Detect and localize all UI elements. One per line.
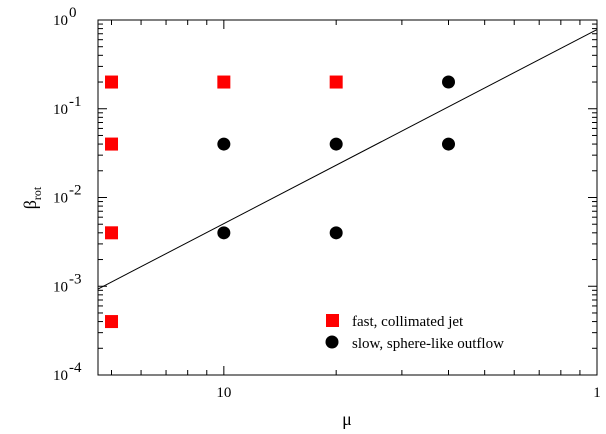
y-tick-label-exponent: -1 (69, 94, 82, 110)
y-axis-title: βrot (20, 186, 44, 209)
legend: fast, collimated jet slow, sphere-like o… (325, 314, 504, 352)
legend-marker-slow-sphere-like-outflow (325, 335, 339, 349)
y-tick-label-exponent: 0 (69, 5, 77, 21)
y-tick-label: 10 (53, 368, 68, 384)
circle-point (442, 137, 456, 151)
y-tick-label-exponent: -4 (69, 360, 82, 376)
square-point (105, 226, 119, 240)
data-points (105, 75, 456, 329)
x-tick-label: 10 (216, 385, 231, 401)
square-point (105, 75, 119, 89)
circle-point (217, 137, 231, 151)
y-tick-label-exponent: -2 (69, 183, 82, 199)
axis-ticks (98, 19, 598, 376)
legend-label-fast-collimated-jet: fast, collimated jet (352, 314, 464, 330)
x-tick-label: 1 (593, 385, 601, 401)
square-point (105, 315, 119, 329)
legend-label-slow-sphere-like-outflow: slow, sphere-like outflow (352, 336, 504, 352)
trend-line (97, 29, 598, 290)
y-tick-label: 10 (53, 279, 68, 295)
square-point (105, 137, 119, 151)
y-tick-label: 10 (53, 191, 68, 207)
square-point (217, 75, 231, 89)
plot-frame (97, 19, 598, 376)
x-tick-labels: 10 1 (216, 385, 600, 401)
circle-point (217, 226, 231, 240)
y-tick-label-exponent: -3 (69, 271, 82, 287)
circle-point (329, 226, 343, 240)
square-point (329, 75, 343, 89)
legend-marker-fast-collimated-jet (326, 314, 339, 327)
circle-point (442, 75, 456, 89)
y-tick-label: 10 (53, 102, 68, 118)
trend-lines (97, 29, 598, 290)
x-axis-title: μ (342, 409, 352, 429)
circle-point (329, 137, 343, 151)
y-tick-label: 10 (53, 13, 68, 29)
